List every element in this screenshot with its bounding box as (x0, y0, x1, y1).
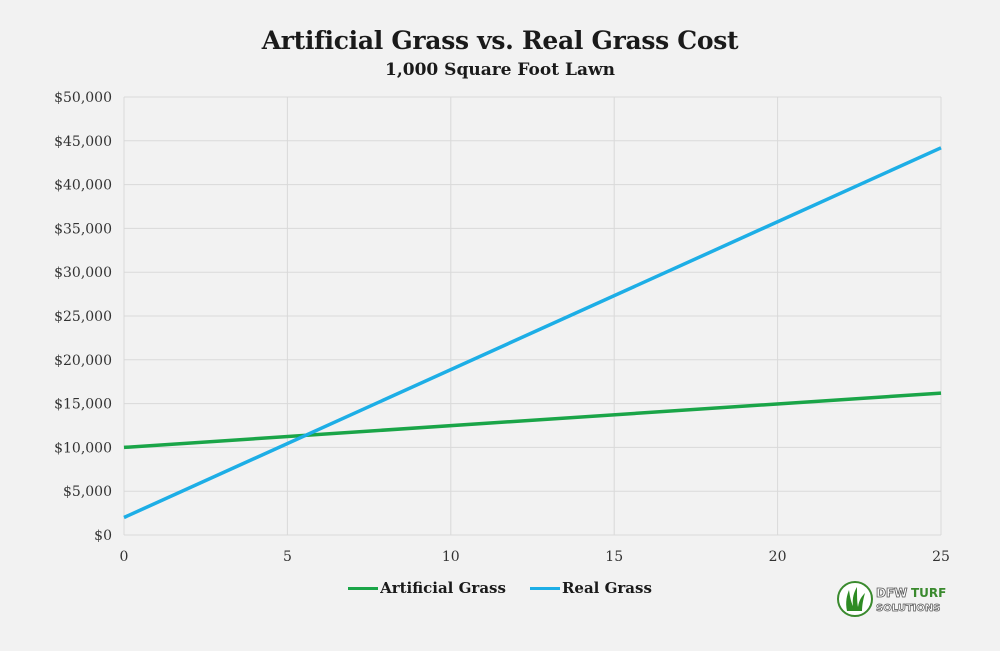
series-line-real-grass (123, 146, 942, 520)
y-tick-label: $30,000 (54, 265, 112, 281)
legend: Artificial Grass Real Grass (0, 579, 1000, 597)
x-tick-label: 15 (605, 549, 623, 565)
chart-subtitle: 1,000 Square Foot Lawn (385, 60, 615, 80)
grass-blades-icon (846, 587, 865, 611)
legend-swatch-artificial-grass (348, 586, 379, 590)
legend-item-artificial-grass: Artificial Grass (348, 579, 506, 597)
grid-lines (123, 96, 942, 536)
legend-swatch-real-grass (529, 586, 560, 590)
y-tick-label: $45,000 (54, 134, 112, 150)
y-tick-label: $50,000 (54, 90, 112, 106)
logo-text-dfw: DFW (876, 586, 907, 600)
y-tick-label: $0 (94, 528, 112, 544)
x-tick-label: 10 (442, 549, 460, 565)
logo-text-solutions: SOLUTIONS (876, 603, 940, 614)
y-tick-label: $15,000 (54, 397, 112, 413)
chart-title: Artificial Grass vs. Real Grass Cost (261, 26, 739, 55)
x-tick-label: 5 (283, 549, 292, 565)
y-tick-label: $40,000 (54, 178, 112, 194)
logo-text-turf: TURF (911, 586, 946, 600)
x-tick-label: 25 (932, 549, 950, 565)
x-tick-label: 20 (769, 549, 787, 565)
y-tick-label: $25,000 (54, 309, 112, 325)
series-lines (123, 146, 942, 520)
y-tick-label: $10,000 (54, 440, 112, 456)
legend-item-real-grass: Real Grass (529, 579, 652, 597)
x-axis-tick-labels: 0 5 10 15 20 25 (120, 549, 950, 565)
x-tick-label: 0 (120, 549, 129, 565)
y-axis-tick-labels: $0 $5,000 $10,000 $15,000 $20,000 $25,000 $30,… (54, 90, 112, 544)
legend-label-artificial-grass: Artificial Grass (380, 579, 506, 597)
y-tick-label: $35,000 (54, 221, 112, 237)
y-tick-label: $20,000 (54, 353, 112, 369)
dfw-turf-solutions-logo: DFW TURF SOLUTIONS (837, 581, 946, 617)
legend-label-real-grass: Real Grass (561, 579, 652, 597)
y-tick-label: $5,000 (63, 484, 112, 500)
series-line-artificial-grass (123, 391, 942, 450)
